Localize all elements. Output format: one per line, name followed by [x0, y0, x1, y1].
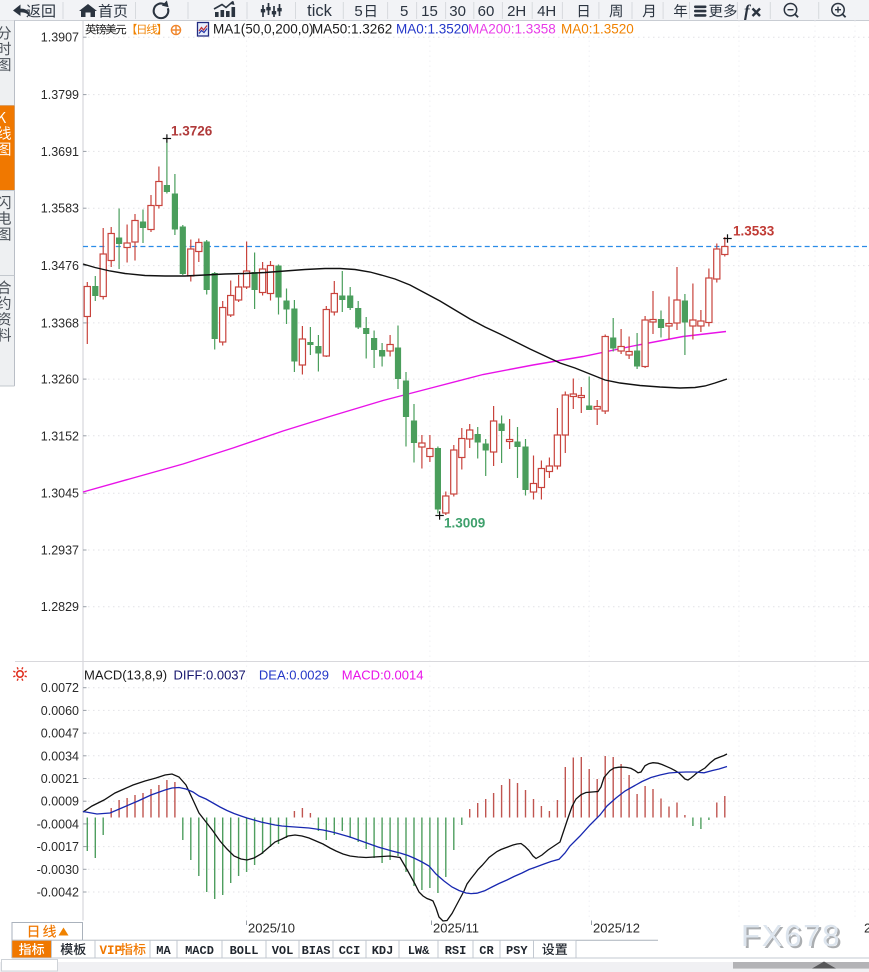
svg-text:1.3045: 1.3045 — [41, 487, 79, 501]
svg-text:0.0072: 0.0072 — [41, 681, 79, 695]
svg-text:VOL: VOL — [272, 944, 294, 958]
svg-text:MA: MA — [156, 944, 171, 958]
svg-text:tick: tick — [307, 2, 333, 20]
svg-text:MACD:0.0014: MACD:0.0014 — [342, 668, 424, 683]
svg-text:1.2829: 1.2829 — [41, 600, 79, 614]
svg-text:30: 30 — [449, 3, 466, 20]
svg-text:VIP: VIP — [100, 944, 123, 958]
svg-text:1.3533: 1.3533 — [733, 224, 775, 239]
svg-text:1.2937: 1.2937 — [41, 544, 79, 558]
svg-text:2: 2 — [864, 921, 869, 936]
svg-text:FX678: FX678 — [741, 918, 841, 953]
svg-text:CR: CR — [479, 944, 494, 958]
svg-text:1.3691: 1.3691 — [41, 145, 79, 159]
svg-text:15: 15 — [421, 3, 438, 20]
svg-text:BIAS: BIAS — [302, 944, 331, 958]
svg-text:0.0060: 0.0060 — [41, 704, 79, 718]
svg-text:60: 60 — [478, 3, 495, 20]
svg-text:1.3799: 1.3799 — [41, 88, 79, 102]
svg-text:BOLL: BOLL — [230, 944, 259, 958]
svg-text:MA0:1.3520: MA0:1.3520 — [396, 22, 469, 37]
svg-text:5: 5 — [354, 3, 362, 20]
svg-text:CCI: CCI — [339, 944, 361, 958]
svg-text:4H: 4H — [537, 3, 556, 20]
svg-text:MACD(13,8,9): MACD(13,8,9) — [84, 668, 167, 683]
svg-text:2H: 2H — [507, 3, 526, 20]
svg-text:DEA:0.0029: DEA:0.0029 — [259, 668, 329, 683]
svg-text:1.3583: 1.3583 — [41, 202, 79, 216]
svg-text:LW&: LW& — [408, 944, 430, 958]
svg-text:2025/10: 2025/10 — [248, 921, 295, 936]
svg-text:2025/12: 2025/12 — [593, 921, 640, 936]
svg-text:MACD: MACD — [185, 944, 214, 958]
svg-text:1.3368: 1.3368 — [41, 316, 79, 330]
svg-text:2025/11: 2025/11 — [433, 921, 479, 936]
svg-text:MA0:1.3520: MA0:1.3520 — [561, 22, 634, 37]
svg-text:5: 5 — [400, 3, 408, 20]
svg-text:PSY: PSY — [506, 944, 528, 958]
svg-text:-0.0042: -0.0042 — [37, 886, 79, 900]
svg-text:MA1(50,0,200,0): MA1(50,0,200,0) — [213, 22, 314, 37]
svg-text:1.3726: 1.3726 — [171, 124, 213, 139]
svg-text:1.3907: 1.3907 — [41, 31, 79, 45]
svg-text:1.3260: 1.3260 — [41, 373, 79, 387]
svg-text:FX678: FX678 — [743, 920, 843, 955]
svg-text:MA200:1.3358: MA200:1.3358 — [468, 22, 556, 37]
svg-text:1.3152: 1.3152 — [41, 429, 79, 443]
svg-text:0.0034: 0.0034 — [41, 749, 79, 763]
svg-text:KDJ: KDJ — [372, 944, 394, 958]
svg-text:0.0047: 0.0047 — [41, 727, 79, 741]
svg-text:-0.0004: -0.0004 — [37, 817, 79, 831]
svg-text:-0.0030: -0.0030 — [37, 863, 79, 877]
svg-text:1.3476: 1.3476 — [41, 259, 79, 273]
svg-text:MA50:1.3262: MA50:1.3262 — [312, 22, 392, 37]
svg-text:-0.0017: -0.0017 — [37, 840, 79, 854]
svg-text:1.3009: 1.3009 — [444, 516, 485, 531]
svg-text:0.0009: 0.0009 — [41, 795, 79, 809]
svg-text:DIFF:0.0037: DIFF:0.0037 — [174, 668, 246, 683]
svg-text:0.0021: 0.0021 — [41, 772, 79, 786]
svg-text:f: f — [744, 2, 752, 21]
svg-text:RSI: RSI — [445, 944, 467, 958]
